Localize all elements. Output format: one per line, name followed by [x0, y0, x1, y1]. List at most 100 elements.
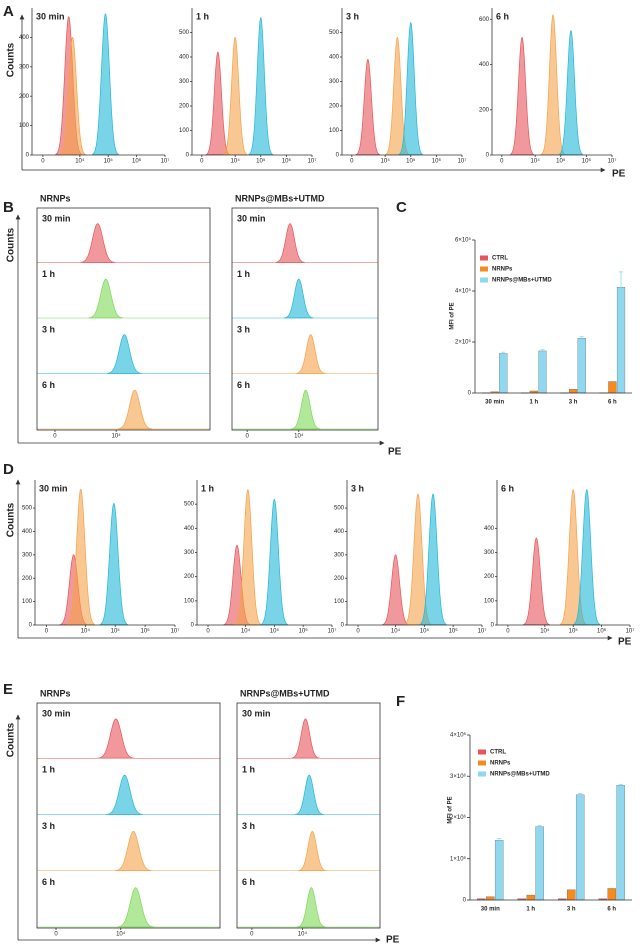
y-tick-label: 300	[22, 552, 33, 558]
panel-frame	[36, 702, 221, 929]
legend-label: NRNPs@MBs+UTMD	[490, 772, 550, 778]
histogram-peak	[106, 774, 143, 815]
panel-frame	[231, 207, 379, 431]
histogram-peak	[91, 13, 119, 155]
x-tick-label: 1 h	[526, 907, 535, 913]
x-tick-label: 0	[45, 629, 49, 635]
x-tick-label: 10⁴	[298, 931, 308, 938]
bar	[526, 894, 535, 901]
x-tick-label: 10⁴	[540, 628, 550, 635]
histogram-peak	[59, 36, 86, 155]
y-tick-label: 0	[26, 153, 30, 159]
x-tick-label: 6 h	[607, 907, 616, 913]
subplot-title: 30 min	[36, 11, 65, 21]
histogram-peak	[97, 718, 135, 759]
x-tick-label: 0	[500, 159, 504, 165]
y-tick-label: 400	[184, 526, 195, 532]
x-axis-title: PE	[612, 169, 626, 180]
panel-letter: C	[396, 199, 407, 216]
panel-letter: E	[3, 681, 13, 698]
x-tick-label: 1 h	[530, 400, 539, 406]
y-tick-label: 200	[484, 574, 495, 580]
x-tick-label: 10⁴	[111, 433, 121, 440]
y-tick-label: 100	[484, 598, 495, 604]
y-tick-label: 1×10⁶	[450, 855, 467, 862]
y-tick-label: 0	[468, 391, 472, 397]
y-tick-label: 500	[184, 502, 195, 508]
x-tick-label: 10⁵	[569, 628, 579, 635]
y-tick-label: 400	[329, 55, 340, 61]
group-title: NRNPs@MBs+UTMD	[235, 193, 325, 203]
legend-label: NRNPs	[490, 761, 511, 767]
histogram-peak	[117, 389, 153, 430]
histogram-peak	[296, 887, 326, 928]
panel-letter: A	[3, 3, 14, 20]
subplot-title: 6 h	[496, 11, 509, 21]
legend-label: NRNPs	[492, 267, 513, 273]
legend-label: CTRL	[490, 750, 506, 756]
y-axis-title: Counts	[6, 42, 17, 77]
row-label: 30 min	[242, 708, 271, 718]
y-tick-label: 0	[191, 623, 195, 629]
x-tick-label: 3 h	[567, 907, 576, 913]
x-tick-label: 10⁶	[449, 628, 459, 635]
x-tick-label: 10⁵	[406, 158, 416, 165]
row-label: 3 h	[42, 324, 55, 334]
bar	[608, 381, 617, 394]
y-tick-label: 500	[329, 30, 340, 36]
x-tick-label: 10⁶	[597, 628, 607, 635]
y-axis-title: MFI of PE	[450, 302, 456, 329]
row-label: 6 h	[242, 877, 255, 887]
x-tick-label: 10⁴	[294, 433, 304, 440]
y-tick-label: 200	[334, 576, 345, 582]
row-label: 30 min	[42, 708, 71, 718]
bar	[535, 826, 544, 901]
x-axis-title: PE	[618, 637, 632, 648]
y-tick-label: 0	[186, 153, 190, 159]
histogram-peak	[419, 493, 447, 625]
y-tick-label: 500	[179, 30, 190, 36]
x-tick-label: 0	[206, 629, 210, 635]
panel-frame	[236, 702, 381, 929]
histogram-peak	[223, 36, 248, 155]
legend-swatch	[478, 760, 486, 766]
y-tick-label: 0	[336, 153, 340, 159]
y-tick-label: 100	[179, 128, 190, 134]
y-tick-label: 0	[486, 153, 490, 159]
histogram-peak	[205, 51, 230, 155]
histogram-peak	[234, 489, 262, 625]
row-label: 1 h	[42, 765, 55, 775]
histogram-peak	[381, 554, 410, 626]
y-tick-label: 300	[484, 550, 495, 556]
x-axis-title: PE	[388, 447, 402, 458]
row-label: 6 h	[42, 380, 55, 390]
x-tick-label: 0	[350, 159, 354, 165]
group-title: NRNPs	[40, 688, 71, 698]
y-tick-label: 200	[329, 104, 340, 110]
y-tick-label: 200	[479, 107, 490, 113]
legend-swatch	[478, 771, 486, 777]
x-tick-label: 10⁵	[556, 158, 566, 165]
y-tick-label: 100	[329, 128, 340, 134]
histogram-peak	[539, 14, 567, 155]
bar	[616, 785, 625, 901]
x-axis-title: PE	[386, 935, 400, 945]
bar	[575, 794, 585, 901]
x-tick-label: 10⁵	[420, 628, 430, 635]
x-tick-label: 10⁴	[231, 158, 241, 165]
y-tick-label: 2×10⁶	[450, 814, 467, 821]
y-tick-label: 100	[184, 598, 195, 604]
x-tick-label: 10⁴	[81, 628, 91, 635]
y-tick-label: 200	[184, 574, 195, 580]
x-tick-label: 10⁷	[458, 158, 467, 165]
x-tick-label: 10⁷	[328, 628, 337, 635]
panel-letter: B	[3, 199, 14, 216]
x-tick-label: 10⁶	[132, 158, 142, 165]
subplot-title: 1 h	[201, 483, 214, 493]
x-tick-label: 10⁵	[270, 628, 280, 635]
row-label: 30 min	[237, 213, 266, 223]
legend-label: CTRL	[492, 256, 508, 262]
bar	[616, 287, 626, 394]
legend-label: NRNPs@MBs+UTMD	[492, 278, 552, 284]
